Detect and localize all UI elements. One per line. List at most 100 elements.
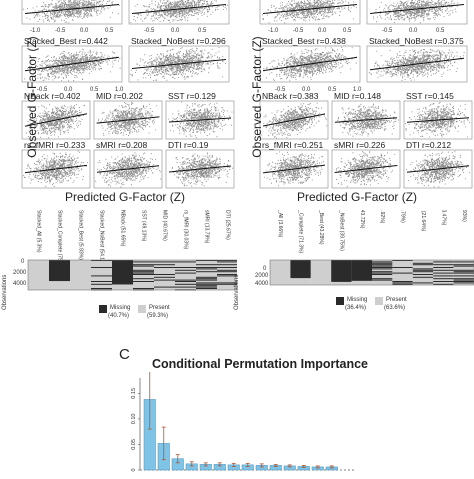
scatter-point — [175, 67, 176, 68]
scatter-point — [90, 64, 91, 65]
scatter-point — [53, 63, 54, 64]
scatter-point — [185, 10, 186, 11]
scatter-point — [198, 68, 199, 69]
scatter-point — [74, 69, 75, 70]
scatter-point — [61, 113, 62, 114]
scatter-point — [147, 69, 148, 70]
scatter-point — [70, 109, 71, 110]
scatter-point — [192, 6, 193, 7]
scatter-point — [184, 2, 185, 3]
scatter-point — [55, 71, 56, 72]
scatter-point — [52, 108, 53, 109]
scatter-point — [62, 108, 63, 109]
scatter-point — [151, 18, 152, 19]
scatter-point — [66, 72, 67, 73]
scatter-point — [147, 121, 148, 122]
scatter-point — [100, 66, 101, 67]
scatter-point — [64, 15, 65, 16]
scatter-point — [130, 126, 131, 127]
scatter-point — [188, 62, 189, 63]
scatter-point — [94, 61, 95, 62]
scatter-point — [179, 12, 180, 13]
scatter-point — [164, 78, 165, 79]
scatter-point — [93, 0, 94, 1]
scatter-point — [47, 134, 48, 135]
scatter-point — [182, 3, 183, 4]
scatter-point — [128, 135, 129, 136]
scatter-point — [68, 111, 69, 112]
scatter-point — [176, 13, 177, 14]
scatter-point — [54, 125, 55, 126]
scatter-point — [66, 77, 67, 78]
scatter-point — [192, 70, 193, 71]
scatter-point — [76, 0, 77, 1]
scatter-point — [58, 125, 59, 126]
scatter-point — [206, 4, 207, 5]
scatter-point — [45, 6, 46, 7]
scatter-point — [140, 58, 141, 59]
scatter-point — [69, 127, 70, 128]
scatter-point — [36, 6, 37, 7]
scatter-point — [51, 132, 52, 133]
scatter-point — [188, 15, 189, 16]
scatter-point — [173, 19, 174, 20]
scatter-point — [83, 2, 84, 3]
scatter-point — [129, 121, 130, 122]
scatter-point — [71, 127, 72, 128]
scatter-point — [59, 57, 60, 58]
scatter-point — [176, 5, 177, 6]
scatter-point — [217, 56, 218, 57]
scatter-point — [39, 58, 40, 59]
scatter-point — [74, 56, 75, 57]
scatter-point — [94, 63, 95, 64]
scatter-point — [101, 7, 102, 8]
scatter-point — [83, 5, 84, 6]
scatter-point — [91, 3, 92, 4]
scatter-point — [78, 120, 79, 121]
scatter-point — [200, 0, 201, 1]
scatter-point — [208, 63, 209, 64]
scatter-point — [188, 71, 189, 72]
scatter-point — [222, 56, 223, 57]
scatter-point — [179, 1, 180, 2]
scatter-point — [82, 69, 83, 70]
scatter-point — [170, 74, 171, 75]
scatter-point — [77, 12, 78, 13]
scatter-point — [148, 112, 149, 113]
scatter-point — [70, 10, 71, 11]
scatter-point — [54, 134, 55, 135]
scatter-point — [138, 129, 139, 130]
scatter-point — [46, 70, 47, 71]
scatter-point — [133, 19, 134, 20]
scatter-point — [54, 130, 55, 131]
scatter-point — [72, 62, 73, 63]
scatter-point — [64, 51, 65, 52]
scatter-point — [186, 51, 187, 52]
scatter-point — [89, 63, 90, 64]
scatter-point — [185, 60, 186, 61]
scatter-point — [198, 4, 199, 5]
scatter-point — [140, 108, 141, 109]
scatter-point — [56, 67, 57, 68]
scatter-point — [64, 72, 65, 73]
scatter-point — [82, 53, 83, 54]
scatter-point — [140, 19, 141, 20]
scatter-point — [161, 58, 162, 59]
scatter-point — [163, 53, 164, 54]
scatter-point — [75, 59, 76, 60]
scatter-point — [151, 58, 152, 59]
scatter-point — [209, 9, 210, 10]
scatter-point — [168, 20, 169, 21]
scatter-point — [69, 10, 70, 11]
scatter-point — [80, 13, 81, 14]
scatter-point — [192, 55, 193, 56]
scatter-point — [165, 58, 166, 59]
scatter-point — [188, 12, 189, 13]
scatter-point — [68, 124, 69, 125]
scatter-point — [79, 1, 80, 2]
scatter-point — [118, 61, 119, 62]
scatter-point — [165, 8, 166, 9]
scatter-point — [67, 123, 68, 124]
scatter-point — [153, 70, 154, 71]
scatter-point — [143, 74, 144, 75]
